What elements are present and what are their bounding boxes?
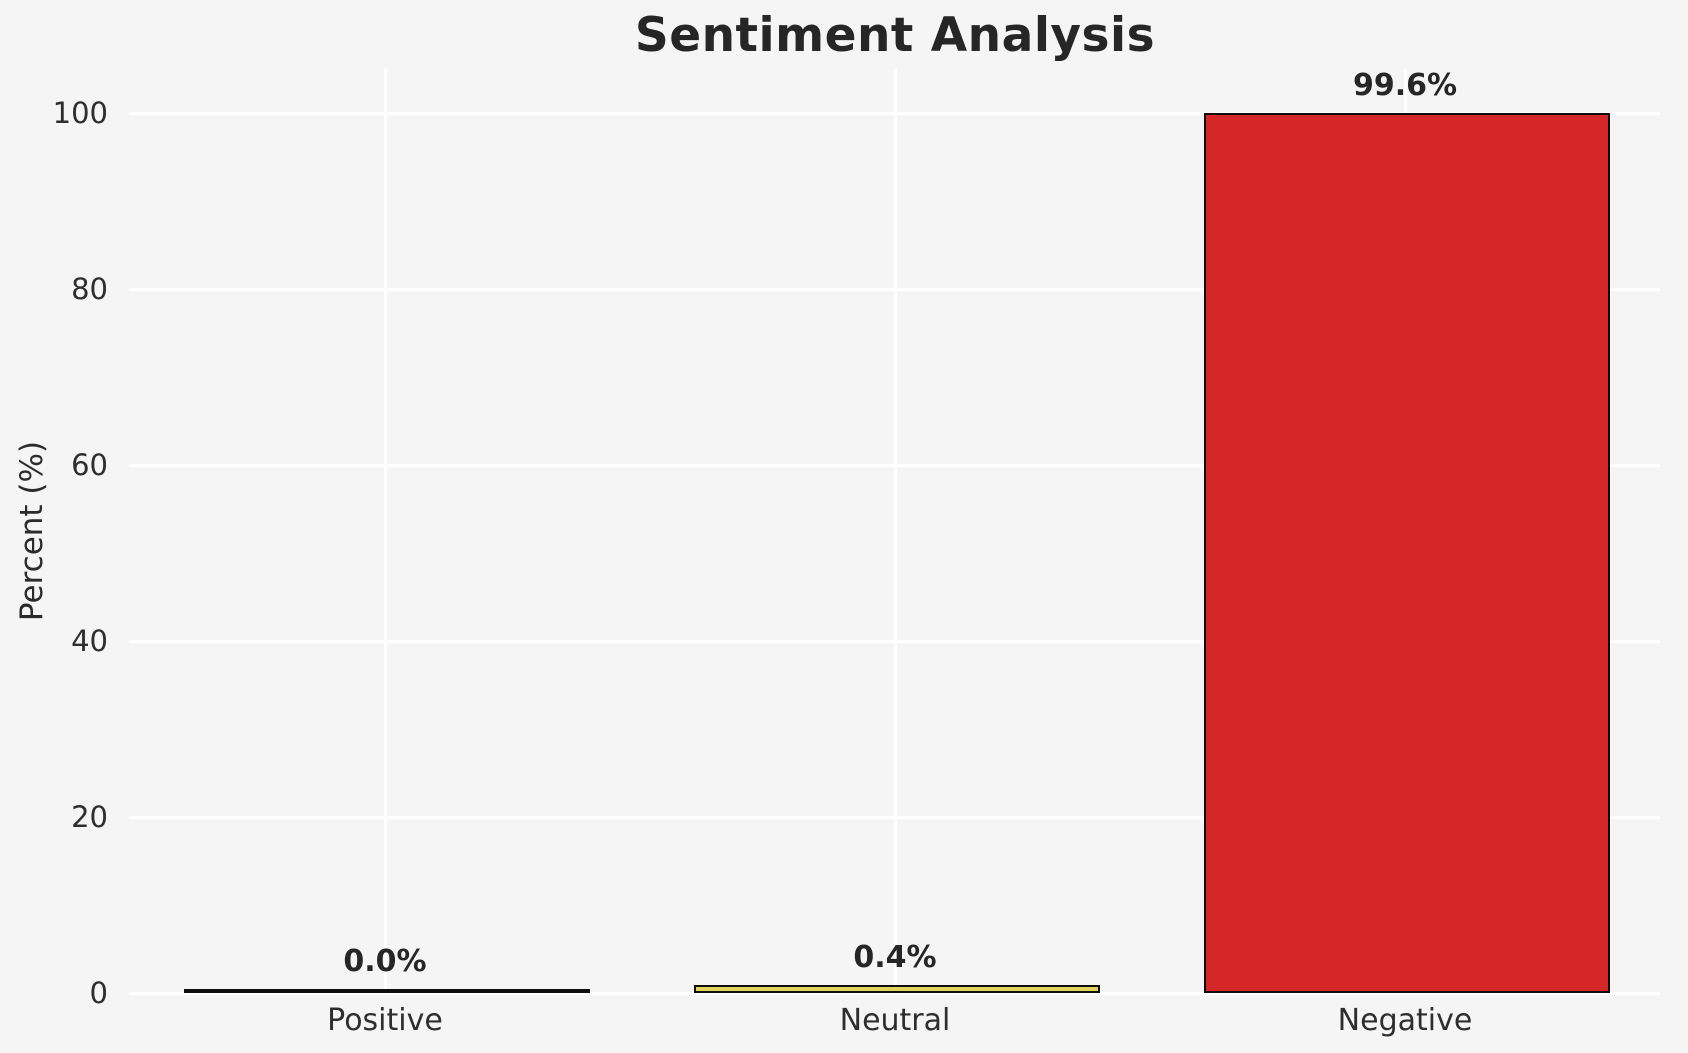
gridline-vertical <box>893 69 897 993</box>
y-tick-label: 100 <box>52 96 108 130</box>
y-tick-label: 60 <box>71 448 108 482</box>
bar-value-label: 99.6% <box>1352 67 1458 103</box>
chart-title: Sentiment Analysis <box>634 8 1156 63</box>
bar-value-label: 0.0% <box>343 944 427 979</box>
x-tick-label: Negative <box>1337 1003 1473 1038</box>
gridline-horizontal <box>130 991 1660 995</box>
x-tick-label: Positive <box>327 1003 443 1038</box>
y-tick-label: 40 <box>71 624 108 658</box>
gridline-vertical <box>383 69 387 993</box>
bar-neutral <box>694 985 1100 993</box>
y-tick-label: 80 <box>71 272 108 306</box>
x-tick-label: Neutral <box>839 1003 951 1038</box>
y-tick-label: 0 <box>89 976 108 1010</box>
bar-positive <box>184 989 590 993</box>
y-tick-label: 20 <box>71 800 108 834</box>
plot-area: 0.0% 0.4% 99.6% <box>130 67 1660 995</box>
bar-value-label: 0.4% <box>853 940 937 976</box>
bar-negative <box>1204 112 1610 993</box>
